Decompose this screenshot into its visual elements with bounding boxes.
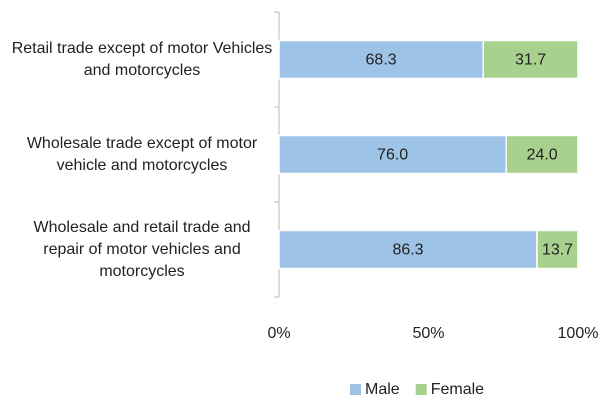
bar-segment xyxy=(278,229,538,270)
data-label: 13.7 xyxy=(542,242,573,259)
legend-swatch xyxy=(415,384,427,395)
data-label: 86.3 xyxy=(392,242,423,259)
category-label: Wholesale and retail trade and repair of… xyxy=(33,218,251,280)
data-label: 31.7 xyxy=(515,52,546,69)
data-label: 68.3 xyxy=(366,52,397,69)
category-label: Retail trade except of motor Vehicles an… xyxy=(11,39,273,79)
category-label: Wholesale trade except of motor vehicle … xyxy=(26,134,258,174)
x-tick-label: 0% xyxy=(267,325,290,342)
x-tick-label: 50% xyxy=(412,325,444,342)
data-label: 24.0 xyxy=(527,147,558,164)
bar-segment xyxy=(482,39,579,80)
bar-segment xyxy=(536,229,579,270)
bar-segment xyxy=(505,134,579,175)
legend-label: Male xyxy=(365,381,400,398)
data-label: 76.0 xyxy=(377,147,408,164)
legend-swatch xyxy=(350,384,361,395)
bar-segment xyxy=(278,134,507,175)
legend-label: Female xyxy=(431,381,484,398)
x-tick-label: 100% xyxy=(558,325,599,342)
